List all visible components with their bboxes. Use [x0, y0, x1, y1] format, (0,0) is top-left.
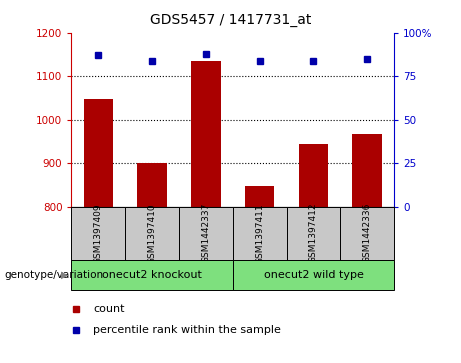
Bar	[125, 207, 179, 260]
Bar	[137, 163, 167, 207]
Bar	[179, 207, 233, 260]
Bar	[353, 134, 382, 207]
Bar	[299, 144, 328, 207]
Bar	[340, 207, 394, 260]
Bar	[233, 260, 394, 290]
Text: percentile rank within the sample: percentile rank within the sample	[93, 325, 281, 335]
Text: GSM1397412: GSM1397412	[309, 203, 318, 264]
Text: count: count	[93, 304, 124, 314]
Bar	[233, 207, 287, 260]
Text: onecut2 knockout: onecut2 knockout	[102, 270, 202, 280]
Bar	[191, 61, 221, 207]
Text: onecut2 wild type: onecut2 wild type	[264, 270, 363, 280]
Text: genotype/variation: genotype/variation	[5, 270, 104, 280]
Text: GSM1442337: GSM1442337	[201, 203, 210, 264]
Text: GSM1397411: GSM1397411	[255, 203, 264, 264]
Bar	[245, 186, 274, 207]
Bar	[71, 260, 233, 290]
Text: GSM1397410: GSM1397410	[148, 203, 157, 264]
Text: GDS5457 / 1417731_at: GDS5457 / 1417731_at	[150, 13, 311, 27]
Text: GSM1397409: GSM1397409	[94, 203, 103, 264]
Bar	[71, 207, 125, 260]
Bar	[287, 207, 340, 260]
Text: GSM1442336: GSM1442336	[363, 203, 372, 264]
Text: ▶: ▶	[61, 270, 68, 280]
Bar	[83, 99, 113, 207]
